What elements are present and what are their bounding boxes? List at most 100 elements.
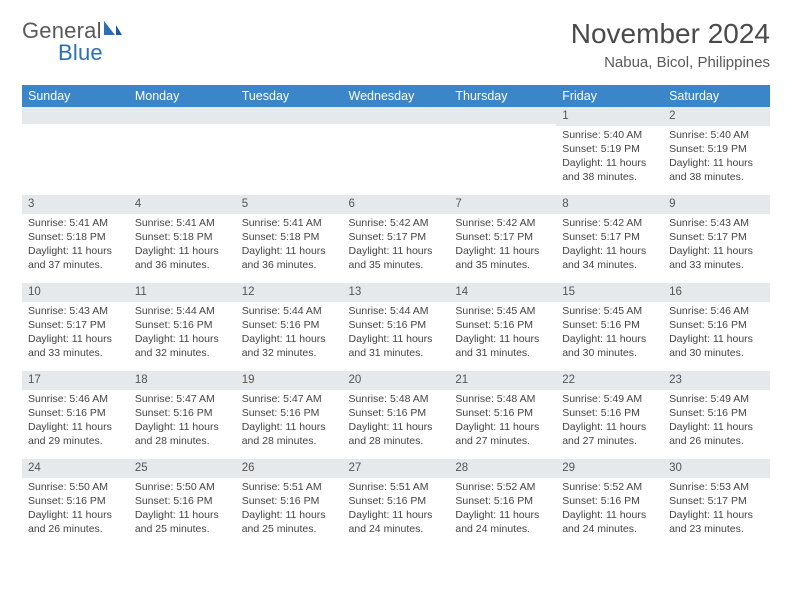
calendar-day-cell: 2Sunrise: 5:40 AMSunset: 5:19 PMDaylight… (663, 107, 770, 195)
day-number: 28 (449, 459, 556, 478)
day-number: 15 (556, 283, 663, 302)
calendar-week-row: 10Sunrise: 5:43 AMSunset: 5:17 PMDayligh… (22, 283, 770, 371)
calendar-day-cell: 12Sunrise: 5:44 AMSunset: 5:16 PMDayligh… (236, 283, 343, 371)
calendar-day-cell: 14Sunrise: 5:45 AMSunset: 5:16 PMDayligh… (449, 283, 556, 371)
calendar-day-cell: 30Sunrise: 5:53 AMSunset: 5:17 PMDayligh… (663, 459, 770, 547)
day-header: Monday (129, 85, 236, 107)
day-details: Sunrise: 5:40 AMSunset: 5:19 PMDaylight:… (556, 126, 663, 189)
day-details: Sunrise: 5:45 AMSunset: 5:16 PMDaylight:… (556, 302, 663, 365)
day-details: Sunrise: 5:45 AMSunset: 5:16 PMDaylight:… (449, 302, 556, 365)
calendar-day-cell: 18Sunrise: 5:47 AMSunset: 5:16 PMDayligh… (129, 371, 236, 459)
day-header: Sunday (22, 85, 129, 107)
day-details: Sunrise: 5:51 AMSunset: 5:16 PMDaylight:… (236, 478, 343, 541)
day-number: 23 (663, 371, 770, 390)
day-details: Sunrise: 5:50 AMSunset: 5:16 PMDaylight:… (129, 478, 236, 541)
calendar-day-cell (449, 107, 556, 195)
calendar-day-cell: 6Sunrise: 5:42 AMSunset: 5:17 PMDaylight… (343, 195, 450, 283)
header: GeneralBlue November 2024 Nabua, Bicol, … (22, 18, 770, 71)
day-number: 10 (22, 283, 129, 302)
calendar-day-cell: 3Sunrise: 5:41 AMSunset: 5:18 PMDaylight… (22, 195, 129, 283)
day-number: 4 (129, 195, 236, 214)
day-header: Friday (556, 85, 663, 107)
day-details: Sunrise: 5:52 AMSunset: 5:16 PMDaylight:… (449, 478, 556, 541)
day-details: Sunrise: 5:43 AMSunset: 5:17 PMDaylight:… (22, 302, 129, 365)
calendar-week-row: 3Sunrise: 5:41 AMSunset: 5:18 PMDaylight… (22, 195, 770, 283)
day-details: Sunrise: 5:50 AMSunset: 5:16 PMDaylight:… (22, 478, 129, 541)
calendar-day-cell: 5Sunrise: 5:41 AMSunset: 5:18 PMDaylight… (236, 195, 343, 283)
day-number: 5 (236, 195, 343, 214)
day-number: 9 (663, 195, 770, 214)
day-header-row: Sunday Monday Tuesday Wednesday Thursday… (22, 85, 770, 107)
day-number: 27 (343, 459, 450, 478)
calendar-table: Sunday Monday Tuesday Wednesday Thursday… (22, 85, 770, 547)
day-number: 20 (343, 371, 450, 390)
day-details: Sunrise: 5:43 AMSunset: 5:17 PMDaylight:… (663, 214, 770, 277)
day-header: Tuesday (236, 85, 343, 107)
calendar-week-row: 17Sunrise: 5:46 AMSunset: 5:16 PMDayligh… (22, 371, 770, 459)
day-header: Wednesday (343, 85, 450, 107)
day-number: 2 (663, 107, 770, 126)
day-number: 1 (556, 107, 663, 126)
logo: GeneralBlue (22, 18, 123, 66)
day-details: Sunrise: 5:44 AMSunset: 5:16 PMDaylight:… (129, 302, 236, 365)
calendar-day-cell: 15Sunrise: 5:45 AMSunset: 5:16 PMDayligh… (556, 283, 663, 371)
calendar-day-cell: 29Sunrise: 5:52 AMSunset: 5:16 PMDayligh… (556, 459, 663, 547)
calendar-week-row: 1Sunrise: 5:40 AMSunset: 5:19 PMDaylight… (22, 107, 770, 195)
calendar-day-cell: 13Sunrise: 5:44 AMSunset: 5:16 PMDayligh… (343, 283, 450, 371)
location: Nabua, Bicol, Philippines (571, 54, 770, 71)
day-details: Sunrise: 5:40 AMSunset: 5:19 PMDaylight:… (663, 126, 770, 189)
day-details: Sunrise: 5:42 AMSunset: 5:17 PMDaylight:… (556, 214, 663, 277)
day-details: Sunrise: 5:44 AMSunset: 5:16 PMDaylight:… (236, 302, 343, 365)
calendar-day-cell (236, 107, 343, 195)
day-details: Sunrise: 5:41 AMSunset: 5:18 PMDaylight:… (236, 214, 343, 277)
calendar-day-cell: 9Sunrise: 5:43 AMSunset: 5:17 PMDaylight… (663, 195, 770, 283)
day-number: 24 (22, 459, 129, 478)
calendar-day-cell: 8Sunrise: 5:42 AMSunset: 5:17 PMDaylight… (556, 195, 663, 283)
day-number: 11 (129, 283, 236, 302)
sail-icon (103, 20, 123, 41)
empty-daynum-bar (22, 107, 129, 124)
calendar-day-cell: 20Sunrise: 5:48 AMSunset: 5:16 PMDayligh… (343, 371, 450, 459)
calendar-day-cell: 10Sunrise: 5:43 AMSunset: 5:17 PMDayligh… (22, 283, 129, 371)
day-details: Sunrise: 5:46 AMSunset: 5:16 PMDaylight:… (663, 302, 770, 365)
day-number: 6 (343, 195, 450, 214)
day-details: Sunrise: 5:41 AMSunset: 5:18 PMDaylight:… (22, 214, 129, 277)
calendar-day-cell: 22Sunrise: 5:49 AMSunset: 5:16 PMDayligh… (556, 371, 663, 459)
day-header: Saturday (663, 85, 770, 107)
empty-daynum-bar (129, 107, 236, 124)
day-number: 3 (22, 195, 129, 214)
day-number: 25 (129, 459, 236, 478)
calendar-day-cell: 1Sunrise: 5:40 AMSunset: 5:19 PMDaylight… (556, 107, 663, 195)
day-number: 30 (663, 459, 770, 478)
calendar-day-cell (22, 107, 129, 195)
calendar-day-cell: 17Sunrise: 5:46 AMSunset: 5:16 PMDayligh… (22, 371, 129, 459)
day-details: Sunrise: 5:52 AMSunset: 5:16 PMDaylight:… (556, 478, 663, 541)
calendar-day-cell: 16Sunrise: 5:46 AMSunset: 5:16 PMDayligh… (663, 283, 770, 371)
day-details: Sunrise: 5:44 AMSunset: 5:16 PMDaylight:… (343, 302, 450, 365)
calendar-day-cell: 23Sunrise: 5:49 AMSunset: 5:16 PMDayligh… (663, 371, 770, 459)
day-number: 13 (343, 283, 450, 302)
day-details: Sunrise: 5:42 AMSunset: 5:17 PMDaylight:… (449, 214, 556, 277)
day-number: 22 (556, 371, 663, 390)
day-number: 17 (22, 371, 129, 390)
day-details: Sunrise: 5:48 AMSunset: 5:16 PMDaylight:… (343, 390, 450, 453)
calendar-day-cell: 7Sunrise: 5:42 AMSunset: 5:17 PMDaylight… (449, 195, 556, 283)
day-number: 14 (449, 283, 556, 302)
day-details: Sunrise: 5:53 AMSunset: 5:17 PMDaylight:… (663, 478, 770, 541)
day-number: 18 (129, 371, 236, 390)
title-block: November 2024 Nabua, Bicol, Philippines (571, 18, 770, 71)
calendar-day-cell (129, 107, 236, 195)
day-number: 12 (236, 283, 343, 302)
calendar-day-cell: 4Sunrise: 5:41 AMSunset: 5:18 PMDaylight… (129, 195, 236, 283)
day-details: Sunrise: 5:49 AMSunset: 5:16 PMDaylight:… (663, 390, 770, 453)
calendar-day-cell: 21Sunrise: 5:48 AMSunset: 5:16 PMDayligh… (449, 371, 556, 459)
calendar-day-cell (343, 107, 450, 195)
day-number: 19 (236, 371, 343, 390)
calendar-day-cell: 19Sunrise: 5:47 AMSunset: 5:16 PMDayligh… (236, 371, 343, 459)
calendar-day-cell: 28Sunrise: 5:52 AMSunset: 5:16 PMDayligh… (449, 459, 556, 547)
calendar-week-row: 24Sunrise: 5:50 AMSunset: 5:16 PMDayligh… (22, 459, 770, 547)
empty-daynum-bar (343, 107, 450, 124)
day-details: Sunrise: 5:46 AMSunset: 5:16 PMDaylight:… (22, 390, 129, 453)
day-details: Sunrise: 5:47 AMSunset: 5:16 PMDaylight:… (129, 390, 236, 453)
calendar-day-cell: 24Sunrise: 5:50 AMSunset: 5:16 PMDayligh… (22, 459, 129, 547)
